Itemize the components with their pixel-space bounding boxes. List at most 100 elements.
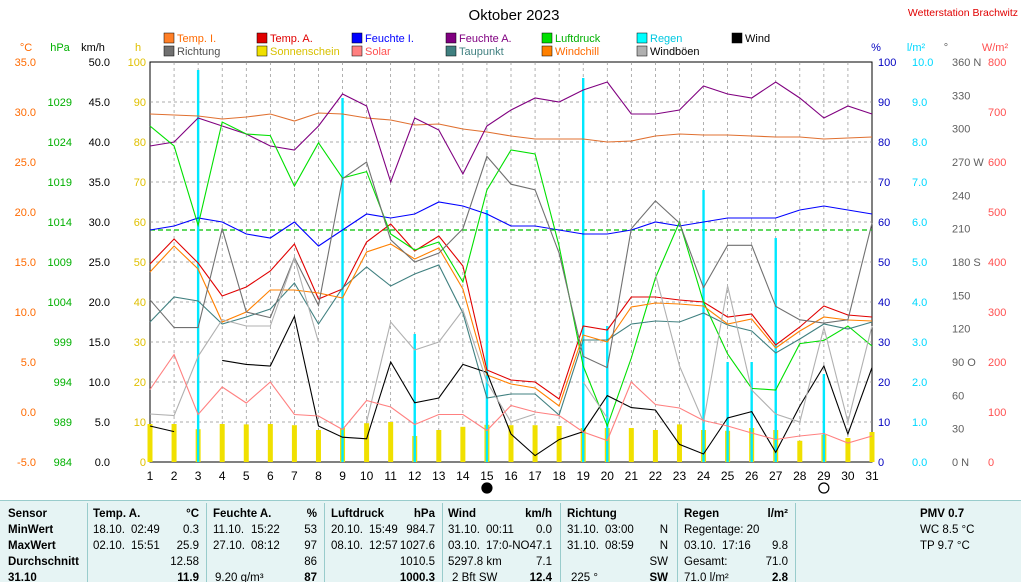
stats-direction-min-time: 03:00 bbox=[605, 524, 634, 536]
x-tick-label: 21 bbox=[625, 469, 639, 483]
x-tick-label: 3 bbox=[195, 469, 202, 483]
axis-dir-tick: 30 bbox=[952, 424, 964, 436]
rain-bar bbox=[774, 238, 777, 462]
x-tick-label: 28 bbox=[793, 469, 807, 483]
axis-sun-tick: 50 bbox=[134, 257, 146, 269]
rain-bar bbox=[413, 334, 416, 462]
series-wind-line bbox=[149, 314, 873, 457]
stats-label-avg: Durchschnitt bbox=[8, 556, 79, 568]
x-tick-label: 12 bbox=[408, 469, 422, 483]
stats-temp-column: Temp. A. °C 18.10. 02:49 0.3 02.10. 15:51 25.… bbox=[93, 501, 203, 582]
legend-swatch bbox=[541, 32, 553, 44]
axis-sun-tick: 20 bbox=[134, 377, 146, 389]
sunshine-bar bbox=[267, 424, 273, 462]
chart-title: Oktober 2023 bbox=[469, 7, 560, 24]
x-tick-label: 25 bbox=[721, 469, 735, 483]
stats-label-min: MinWert bbox=[8, 524, 54, 536]
axis-wind-tick: 20.0 bbox=[89, 297, 110, 309]
axis-hpa-tick: 1019 bbox=[48, 177, 72, 189]
stats-wind-min-value: 0.0 bbox=[536, 524, 552, 536]
axis-solar-tick: 600 bbox=[988, 157, 1006, 169]
stats-humidity-min-time: 15:22 bbox=[251, 524, 280, 536]
stats-direction-min-value: N bbox=[659, 524, 668, 536]
axis-solar-tick: 400 bbox=[988, 257, 1006, 269]
axis-hpa-tick: 1024 bbox=[48, 137, 72, 149]
stats-wind-max-time: 17:0-NO bbox=[486, 540, 530, 552]
axis-hpa-tick: 1004 bbox=[48, 297, 72, 309]
axis-hpa-tick: 984 bbox=[54, 457, 72, 469]
axis-solar-tick: 800 bbox=[988, 57, 1006, 69]
x-tick-label: 7 bbox=[291, 469, 298, 483]
x-tick-label: 13 bbox=[432, 469, 446, 483]
stats-pmv-dewpoint: TP 9.7 °C bbox=[920, 540, 970, 552]
stats-pressure-max-date: 08.10. bbox=[331, 540, 363, 552]
axis-temp-tick: 30.0 bbox=[15, 107, 36, 119]
stats-wind-header: Wind bbox=[448, 508, 476, 520]
stats-humidity-min-date: 11.10. bbox=[213, 524, 245, 536]
axis-hum-tick: 100 bbox=[878, 57, 896, 69]
axis-sun-unit: h bbox=[135, 42, 141, 54]
stats-label-max: MaxWert bbox=[8, 540, 56, 552]
axis-dir-tick: 150 bbox=[952, 290, 970, 302]
stats-pmv-windchill: WC 8.5 °C bbox=[920, 524, 975, 536]
stats-pressure-header: Luftdruck bbox=[331, 508, 385, 520]
sunshine-bar bbox=[243, 424, 249, 462]
axis-hum-tick: 40 bbox=[878, 297, 890, 309]
axis-dir-tick: 360 N bbox=[952, 57, 981, 69]
stats-wind-max-date: 03.10. bbox=[448, 540, 480, 552]
stats-humidity-unit: % bbox=[306, 508, 317, 520]
series-richtung-line bbox=[149, 155, 873, 369]
sunshine-bar bbox=[652, 430, 658, 462]
stats-humidity-max-time: 08:12 bbox=[251, 540, 280, 552]
x-tick-label: 31 bbox=[865, 469, 879, 483]
stats-temp-min-date: 18.10. bbox=[93, 524, 125, 536]
axis-hpa-tick: 1014 bbox=[48, 217, 72, 229]
axis-dir-tick: 270 W bbox=[952, 157, 984, 169]
sunshine-bar bbox=[147, 424, 153, 462]
sunshine-bar bbox=[845, 438, 851, 462]
stats-wind-current-value: 12.4 bbox=[529, 572, 552, 582]
stats-rain-column: Regen l/m² Regentage: 20 03.10. 17:16 9.8 G… bbox=[684, 501, 792, 582]
x-tick-label: 26 bbox=[745, 469, 759, 483]
stats-sensor-column: Sensor MinWert MaxWert Durchschnitt 31.1… bbox=[8, 501, 88, 582]
stats-wind-column: Wind km/h 31.10. 00:11 0.0 03.10. 17:0-NO 47.… bbox=[448, 501, 556, 582]
axis-hpa-tick: 989 bbox=[54, 417, 72, 429]
legend-label: Temp. I. bbox=[177, 33, 216, 45]
legend-label: Richtung bbox=[177, 46, 220, 58]
stats-pressure-min-value: 984.7 bbox=[406, 524, 435, 536]
axis-rain-tick: 1.0 bbox=[912, 417, 927, 429]
x-tick-label: 19 bbox=[577, 469, 591, 483]
stats-temp-avg-value: 12.58 bbox=[170, 556, 199, 568]
axis-dir-tick: 120 bbox=[952, 324, 970, 336]
sunshine-bar bbox=[508, 425, 514, 462]
axis-temp-tick: 20.0 bbox=[15, 207, 36, 219]
axis-temp-tick: 0.0 bbox=[21, 407, 36, 419]
axis-sun-tick: 40 bbox=[134, 297, 146, 309]
axis-wind-tick: 35.0 bbox=[89, 177, 110, 189]
axis-rain-tick: 0.0 bbox=[912, 457, 927, 469]
axis-hpa-unit: hPa bbox=[50, 42, 70, 54]
stats-humidity-current-value: 87 bbox=[304, 572, 317, 582]
stats-temp-min-value: 0.3 bbox=[183, 524, 199, 536]
sunshine-bar bbox=[532, 425, 538, 462]
axis-temp-unit: °C bbox=[20, 42, 32, 54]
axis-temp-tick: 10.0 bbox=[15, 307, 36, 319]
axis-rain-tick: 4.0 bbox=[912, 297, 927, 309]
moon-markers bbox=[481, 482, 830, 494]
stats-pressure-column: Luftdruck hPa 20.10. 15:49 984.7 08.10. 12:5… bbox=[331, 501, 439, 582]
rain-bar bbox=[702, 190, 705, 462]
stats-pressure-min-time: 15:49 bbox=[369, 524, 398, 536]
sunshine-bar bbox=[556, 426, 562, 462]
x-tick-label: 6 bbox=[267, 469, 274, 483]
stats-rain-unit: l/m² bbox=[767, 508, 788, 520]
sunshine-bar bbox=[869, 432, 875, 462]
sunshine-bar bbox=[219, 424, 225, 462]
x-tick-label: 1 bbox=[147, 469, 154, 483]
axis-rain-tick: 9.0 bbox=[912, 97, 927, 109]
axis-dir-tick: 60 bbox=[952, 390, 964, 402]
stats-temp-header: Temp. A. bbox=[93, 508, 141, 520]
axis-hum-unit: % bbox=[871, 42, 881, 54]
stats-rain-month-total: 71.0 l/m² bbox=[684, 572, 729, 582]
legend-label: Regen bbox=[650, 33, 682, 45]
axis-dir-tick: 240 bbox=[952, 190, 970, 202]
